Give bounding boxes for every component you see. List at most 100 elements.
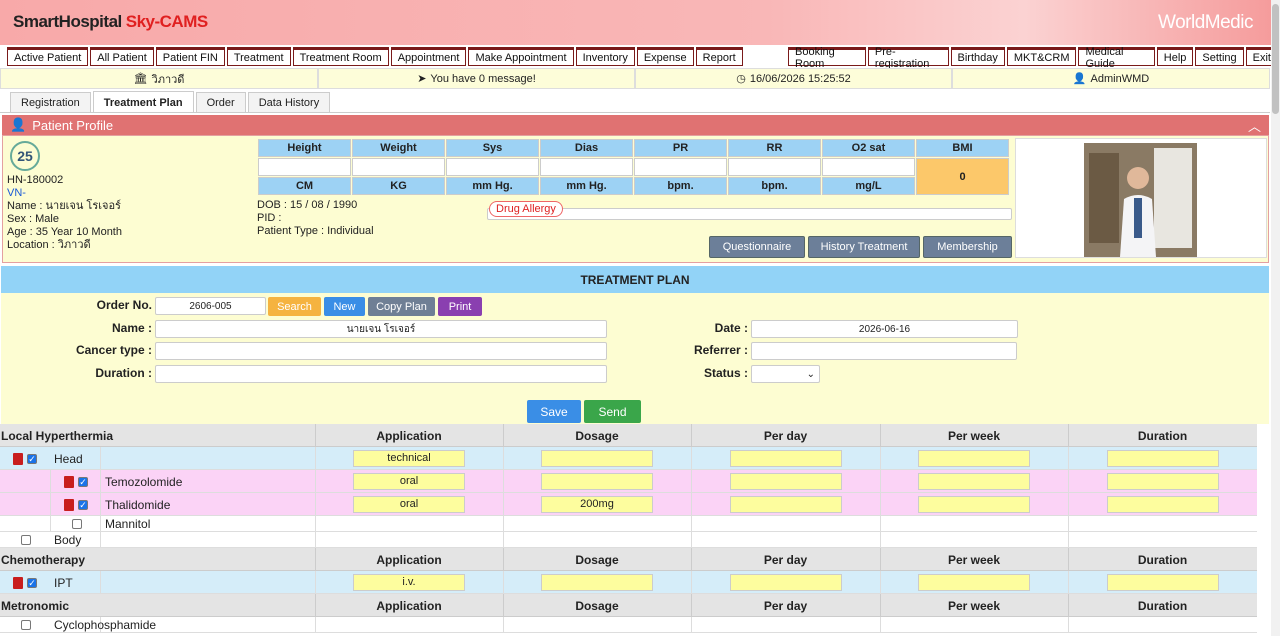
cell-divider bbox=[50, 516, 51, 532]
form-button[interactable]: New bbox=[324, 297, 365, 316]
vital-input[interactable] bbox=[540, 158, 633, 176]
form-button[interactable]: Search bbox=[268, 297, 321, 316]
field-input[interactable] bbox=[751, 342, 1017, 360]
delete-icon[interactable] bbox=[13, 576, 23, 589]
status-user[interactable]: 👤 AdminWMD bbox=[952, 68, 1270, 89]
column-divider bbox=[880, 424, 881, 447]
vital-input[interactable] bbox=[822, 158, 915, 176]
nav-item[interactable]: Help bbox=[1156, 47, 1194, 66]
checkbox[interactable] bbox=[72, 519, 82, 529]
nav-item[interactable]: Medical Guide bbox=[1078, 46, 1155, 70]
vital-header: RR bbox=[728, 139, 821, 157]
nav-right: Booking Room Pre-registration Birthday MKT&… bbox=[788, 46, 1280, 70]
nav-item[interactable]: Report bbox=[695, 47, 743, 66]
vital-input[interactable] bbox=[258, 158, 351, 176]
field-input[interactable]: 2606-005 bbox=[155, 297, 266, 315]
row-input[interactable]: technical bbox=[353, 449, 465, 467]
nav-item[interactable]: Expense bbox=[636, 47, 694, 66]
profile-header[interactable]: 👤 Patient Profile ︿ bbox=[2, 115, 1269, 135]
form-button[interactable]: Print bbox=[438, 297, 482, 316]
checkbox[interactable]: ✓ bbox=[27, 577, 37, 588]
cell-divider bbox=[315, 571, 316, 594]
row-input[interactable] bbox=[918, 449, 1030, 467]
checkbox[interactable]: ✓ bbox=[78, 476, 88, 487]
column-header: Per week bbox=[947, 599, 1001, 613]
nav-item[interactable]: Appointment bbox=[390, 47, 467, 66]
row-input[interactable]: oral bbox=[353, 495, 465, 513]
nav-item[interactable]: Pre-registration bbox=[867, 46, 949, 70]
cell-divider bbox=[503, 447, 504, 470]
row bbox=[0, 532, 1257, 548]
vital-input[interactable] bbox=[352, 158, 445, 176]
location: Location : วิภาวดี bbox=[7, 239, 91, 251]
column-header: Per week bbox=[947, 429, 1001, 443]
profile-button[interactable]: Questionnaire bbox=[709, 236, 805, 258]
delete-icon[interactable] bbox=[64, 475, 74, 488]
tab[interactable]: Registration bbox=[10, 92, 91, 113]
profile-button[interactable]: History Treatment bbox=[808, 236, 920, 258]
checkbox[interactable] bbox=[21, 535, 31, 545]
nav-item[interactable]: Treatment bbox=[226, 47, 291, 66]
field-input[interactable]: 2026-06-16 bbox=[751, 320, 1018, 338]
row-input[interactable] bbox=[541, 472, 653, 490]
nav-item[interactable]: Setting bbox=[1195, 47, 1244, 66]
row-input[interactable] bbox=[729, 495, 842, 513]
nav-item[interactable]: Birthday bbox=[950, 47, 1005, 66]
tab[interactable]: Data History bbox=[247, 92, 331, 113]
cell-divider bbox=[100, 493, 101, 516]
column-divider bbox=[315, 548, 316, 571]
column-header: Per day bbox=[763, 599, 808, 613]
nav-item[interactable]: MKT&CRM bbox=[1006, 47, 1077, 66]
row-input[interactable] bbox=[1106, 449, 1219, 467]
row-input[interactable]: i.v. bbox=[353, 573, 465, 591]
action-button[interactable]: Send bbox=[584, 400, 641, 423]
row-input[interactable] bbox=[1106, 573, 1219, 591]
nav-item[interactable]: Inventory bbox=[575, 47, 635, 66]
row-input[interactable] bbox=[729, 472, 842, 490]
form-button[interactable]: Copy Plan bbox=[368, 297, 435, 316]
vital-unit: bpm. bbox=[634, 177, 727, 195]
status-message[interactable]: ➤ You have 0 message! bbox=[318, 68, 635, 89]
scroll-thumb[interactable] bbox=[1272, 4, 1279, 114]
vital-input[interactable] bbox=[446, 158, 539, 176]
checkbox[interactable]: ✓ bbox=[27, 453, 37, 464]
row-input[interactable] bbox=[918, 472, 1030, 490]
row-input[interactable]: oral bbox=[353, 472, 465, 490]
row-input[interactable] bbox=[1106, 472, 1219, 490]
field-input[interactable] bbox=[155, 365, 607, 383]
delete-icon[interactable] bbox=[13, 452, 23, 465]
field-input[interactable] bbox=[155, 342, 607, 360]
nav-item[interactable]: Booking Room bbox=[788, 46, 866, 70]
checkbox[interactable] bbox=[21, 620, 31, 630]
nav-item[interactable]: Patient FIN bbox=[155, 47, 225, 66]
nav-item[interactable]: Treatment Room bbox=[292, 47, 389, 66]
cell-divider bbox=[100, 470, 101, 493]
vital-input[interactable] bbox=[728, 158, 821, 176]
row-input[interactable] bbox=[918, 495, 1030, 513]
row-input[interactable] bbox=[729, 449, 842, 467]
row-input[interactable]: 200mg bbox=[541, 495, 653, 513]
drug-allergy-field[interactable] bbox=[487, 208, 1012, 220]
nav-item[interactable]: All Patient bbox=[90, 47, 154, 66]
cell-divider bbox=[503, 493, 504, 516]
row-input[interactable] bbox=[541, 449, 653, 467]
tab[interactable]: Treatment Plan bbox=[92, 91, 194, 113]
row-input[interactable] bbox=[918, 573, 1030, 591]
tab[interactable]: Order bbox=[195, 92, 246, 113]
profile-button[interactable]: Membership bbox=[923, 236, 1012, 258]
nav-item[interactable]: Active Patient bbox=[7, 47, 89, 66]
row-input[interactable] bbox=[541, 573, 653, 591]
column-header: Duration bbox=[1137, 599, 1188, 613]
field-input[interactable]: นายเจน โรเจอร์ bbox=[155, 320, 607, 338]
section-header bbox=[0, 424, 1257, 447]
field-input[interactable]: ⌄ bbox=[751, 365, 820, 383]
vital-header: Weight bbox=[352, 139, 445, 157]
row-input[interactable] bbox=[729, 573, 842, 591]
scrollbar[interactable] bbox=[1271, 0, 1280, 636]
checkbox[interactable]: ✓ bbox=[78, 499, 88, 510]
nav-item[interactable]: Make Appointment bbox=[468, 47, 574, 66]
row-input[interactable] bbox=[1106, 495, 1219, 513]
vital-input[interactable] bbox=[634, 158, 727, 176]
action-button[interactable]: Save bbox=[527, 400, 581, 423]
delete-icon[interactable] bbox=[64, 498, 74, 511]
